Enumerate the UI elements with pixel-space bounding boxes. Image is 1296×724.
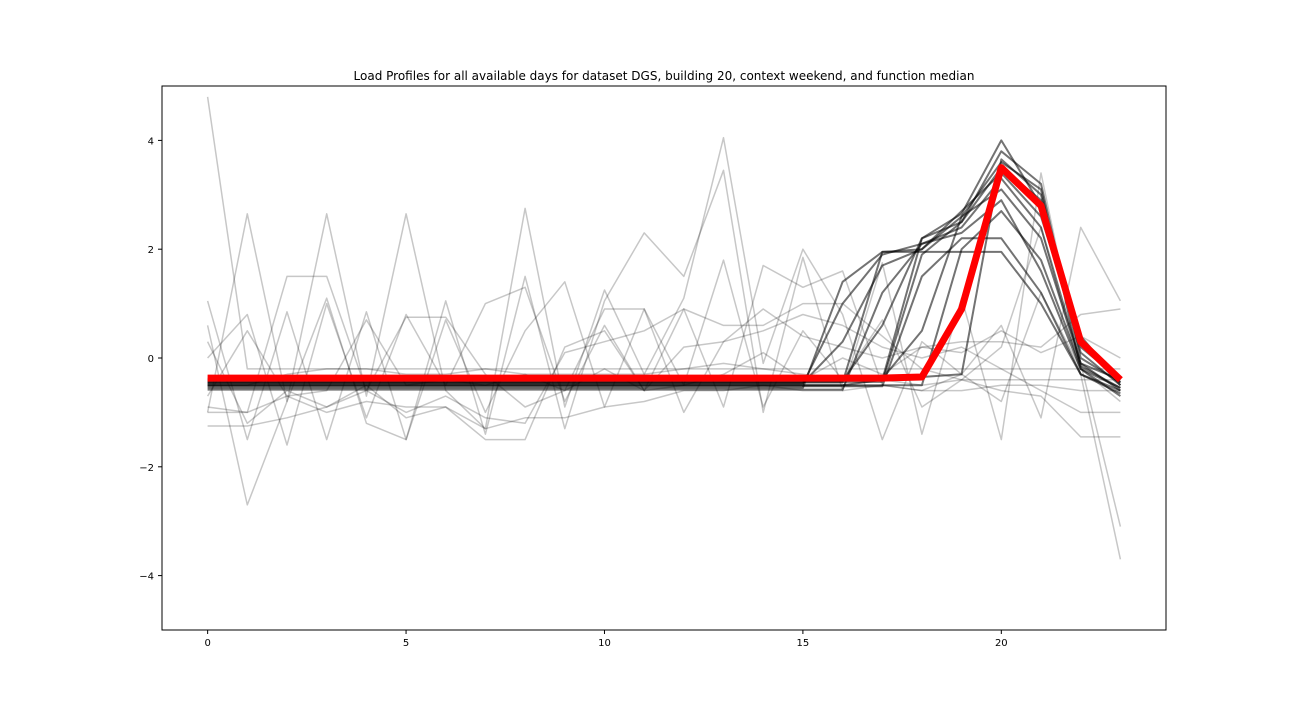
profile-line-9 [207, 199, 1121, 397]
profile-line-22 [207, 362, 1121, 386]
x-tick-label: 20 [995, 638, 1008, 649]
profile-line-13 [206, 136, 1122, 441]
profile-line-15 [206, 226, 1122, 560]
profile-line-7 [207, 172, 1122, 386]
profile-line-21 [207, 384, 1121, 430]
profile-line-0 [207, 250, 1121, 395]
profile-line-12 [206, 96, 1121, 370]
x-tick-label: 15 [797, 638, 810, 649]
chart-title: Load Profiles for all available days for… [354, 69, 975, 83]
median-line [207, 164, 1123, 383]
y-axis: −4 −2 0 2 4 [139, 136, 162, 583]
profile-line-16 [207, 264, 1121, 446]
profile-line-6 [207, 237, 1121, 392]
y-tick-label: 2 [148, 245, 154, 256]
x-tick-label: 10 [598, 638, 611, 649]
y-tick-label: −2 [139, 463, 154, 474]
profile-line-11 [207, 210, 1121, 389]
y-tick-label: 4 [148, 136, 154, 147]
x-tick-label: 5 [403, 638, 409, 649]
profile-line-4 [207, 177, 1121, 392]
x-axis: 0 5 10 15 20 [204, 630, 1008, 649]
lines-layer [206, 96, 1123, 560]
profile-line-14 [206, 169, 1122, 527]
y-tick-label: −4 [139, 572, 154, 583]
profile-line-10 [207, 166, 1122, 384]
profile-line-18 [207, 308, 1121, 427]
x-tick-label: 0 [204, 638, 210, 649]
y-tick-label: 0 [148, 354, 154, 365]
profile-line-17 [207, 275, 1121, 438]
